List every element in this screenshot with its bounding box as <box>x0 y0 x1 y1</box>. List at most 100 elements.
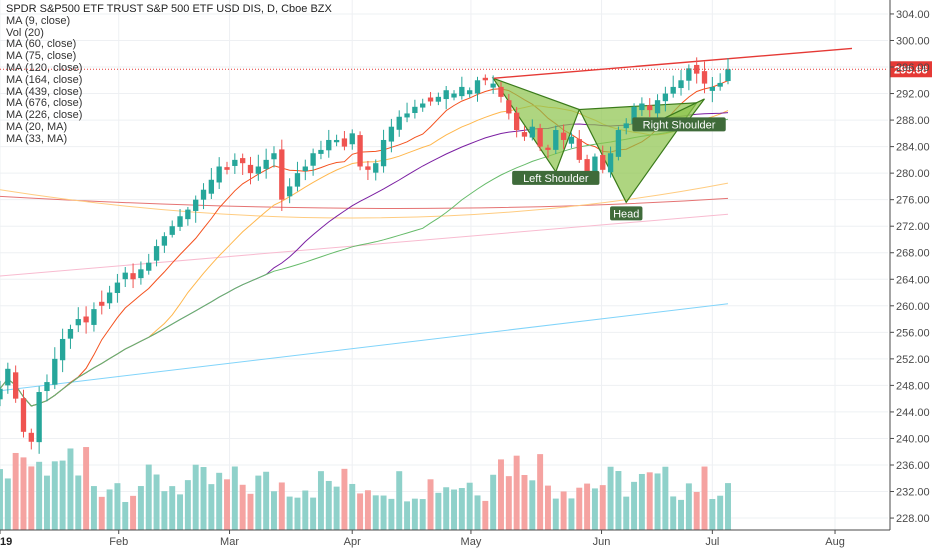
volume-bar <box>349 483 356 530</box>
legend-ma-9[interactable]: MA (9, close) <box>6 14 71 27</box>
x-tick-label: May <box>461 536 482 548</box>
candle-body <box>427 97 434 102</box>
legend-ma-75[interactable]: MA (75, close) <box>6 50 77 63</box>
volume-bar <box>654 473 661 530</box>
x-tick-label: Jul <box>705 536 719 548</box>
volume-bar <box>670 496 677 530</box>
candle-body <box>584 159 590 174</box>
left-shoulder-label-bg <box>512 170 600 185</box>
candle-body <box>639 103 645 111</box>
volume-bar <box>544 485 551 530</box>
volume-bar <box>208 484 215 530</box>
volume-bar <box>184 480 191 530</box>
volume-bar <box>51 461 58 530</box>
volume-bar <box>28 466 35 530</box>
candle-body <box>607 153 614 173</box>
volume-bar <box>498 459 504 530</box>
legend-ma-676[interactable]: MA (676, close) <box>6 97 83 110</box>
volume-bar <box>552 498 559 530</box>
candle-body <box>271 153 277 160</box>
volume-bar <box>717 495 724 530</box>
volume-bar <box>231 466 238 530</box>
candle-body <box>52 358 58 385</box>
candle-body <box>576 139 582 160</box>
volume-bar <box>435 492 442 530</box>
candle-body <box>717 82 723 87</box>
volume-bar <box>177 494 184 530</box>
volume-bar <box>466 482 473 530</box>
volume-bar <box>521 475 528 530</box>
volume-bar <box>83 447 90 530</box>
legend-ma-20-ma[interactable]: MA (20, MA) <box>6 120 68 133</box>
x-tick-label: Jun <box>593 536 611 548</box>
candle-body <box>216 166 222 183</box>
candle-body <box>208 179 215 194</box>
candle-body <box>647 105 653 111</box>
ma-676-line <box>0 213 729 277</box>
legend-ma-33-ma[interactable]: MA (33, MA) <box>6 132 68 145</box>
y-tick-label: 236.00 <box>896 460 930 472</box>
left-shoulder-label: Left Shoulder <box>523 173 589 185</box>
volume-bar <box>584 483 591 530</box>
volume-bar <box>529 480 536 530</box>
y-tick-label: 284.00 <box>896 142 930 154</box>
volume-bar <box>263 471 270 530</box>
volume-bar <box>725 483 731 530</box>
right-shoulder-label-bg <box>632 117 726 132</box>
candle-body <box>467 90 473 95</box>
volume-bar <box>224 479 230 530</box>
volume-bar <box>161 491 168 530</box>
volume-bar <box>364 490 371 530</box>
candle-body <box>341 138 348 147</box>
legend-ma-164[interactable]: MA (164, close) <box>6 73 83 86</box>
candle-body <box>193 199 199 211</box>
y-tick-label: 244.00 <box>896 407 930 419</box>
volume-bar <box>693 491 700 530</box>
legend-ma-226[interactable]: MA (226, close) <box>6 109 83 122</box>
candle-body <box>169 226 175 235</box>
legend-ma-60[interactable]: MA (60, close) <box>6 38 77 51</box>
last-price-tag <box>890 61 932 78</box>
legend-ma-120[interactable]: MA (120, close) <box>6 61 83 74</box>
candle-body <box>279 149 285 200</box>
candle-body <box>75 319 81 326</box>
candle-body <box>678 80 684 89</box>
candle-body <box>99 301 105 306</box>
candle-body <box>686 68 692 81</box>
candle-body <box>521 132 528 137</box>
chart-title: SPDR S&P500 ETF TRUST S&P 500 ETF USD DI… <box>6 3 332 15</box>
candle-body <box>67 329 74 339</box>
legend-ma-439[interactable]: MA (439, close) <box>6 85 83 98</box>
volume-bar <box>145 464 152 530</box>
candle-body <box>20 398 27 432</box>
x-tick-label: Apr <box>344 536 361 548</box>
candle-body <box>349 133 355 145</box>
volume-bar <box>75 475 82 530</box>
legend-vol-20[interactable]: Vol (20) <box>6 26 44 39</box>
volume-bar <box>317 471 324 530</box>
volume-bar <box>404 501 411 530</box>
candle-body <box>153 246 160 261</box>
volume-bar <box>36 461 43 530</box>
candle-body <box>404 113 410 118</box>
candle-body <box>224 167 230 170</box>
candle-body <box>568 136 575 144</box>
legend: SPDR S&P500 ETF TRUST S&P 500 ETF USD DI… <box>6 3 332 146</box>
volume-bar <box>607 466 614 530</box>
volume-bar <box>59 460 66 530</box>
volume-bar <box>294 497 301 530</box>
volume-bar <box>357 493 364 530</box>
volume-bar <box>169 486 176 530</box>
candle-body <box>357 135 363 167</box>
volume-bar <box>302 490 309 530</box>
volume-bar <box>372 495 379 530</box>
volume-bar <box>153 474 160 530</box>
candle-body <box>459 86 465 97</box>
candle-body <box>709 86 716 91</box>
volume-bar <box>114 483 121 530</box>
candle-body <box>302 166 308 172</box>
volume-bar <box>576 487 583 530</box>
ma-long-line <box>0 303 729 392</box>
candle-body <box>388 126 395 142</box>
